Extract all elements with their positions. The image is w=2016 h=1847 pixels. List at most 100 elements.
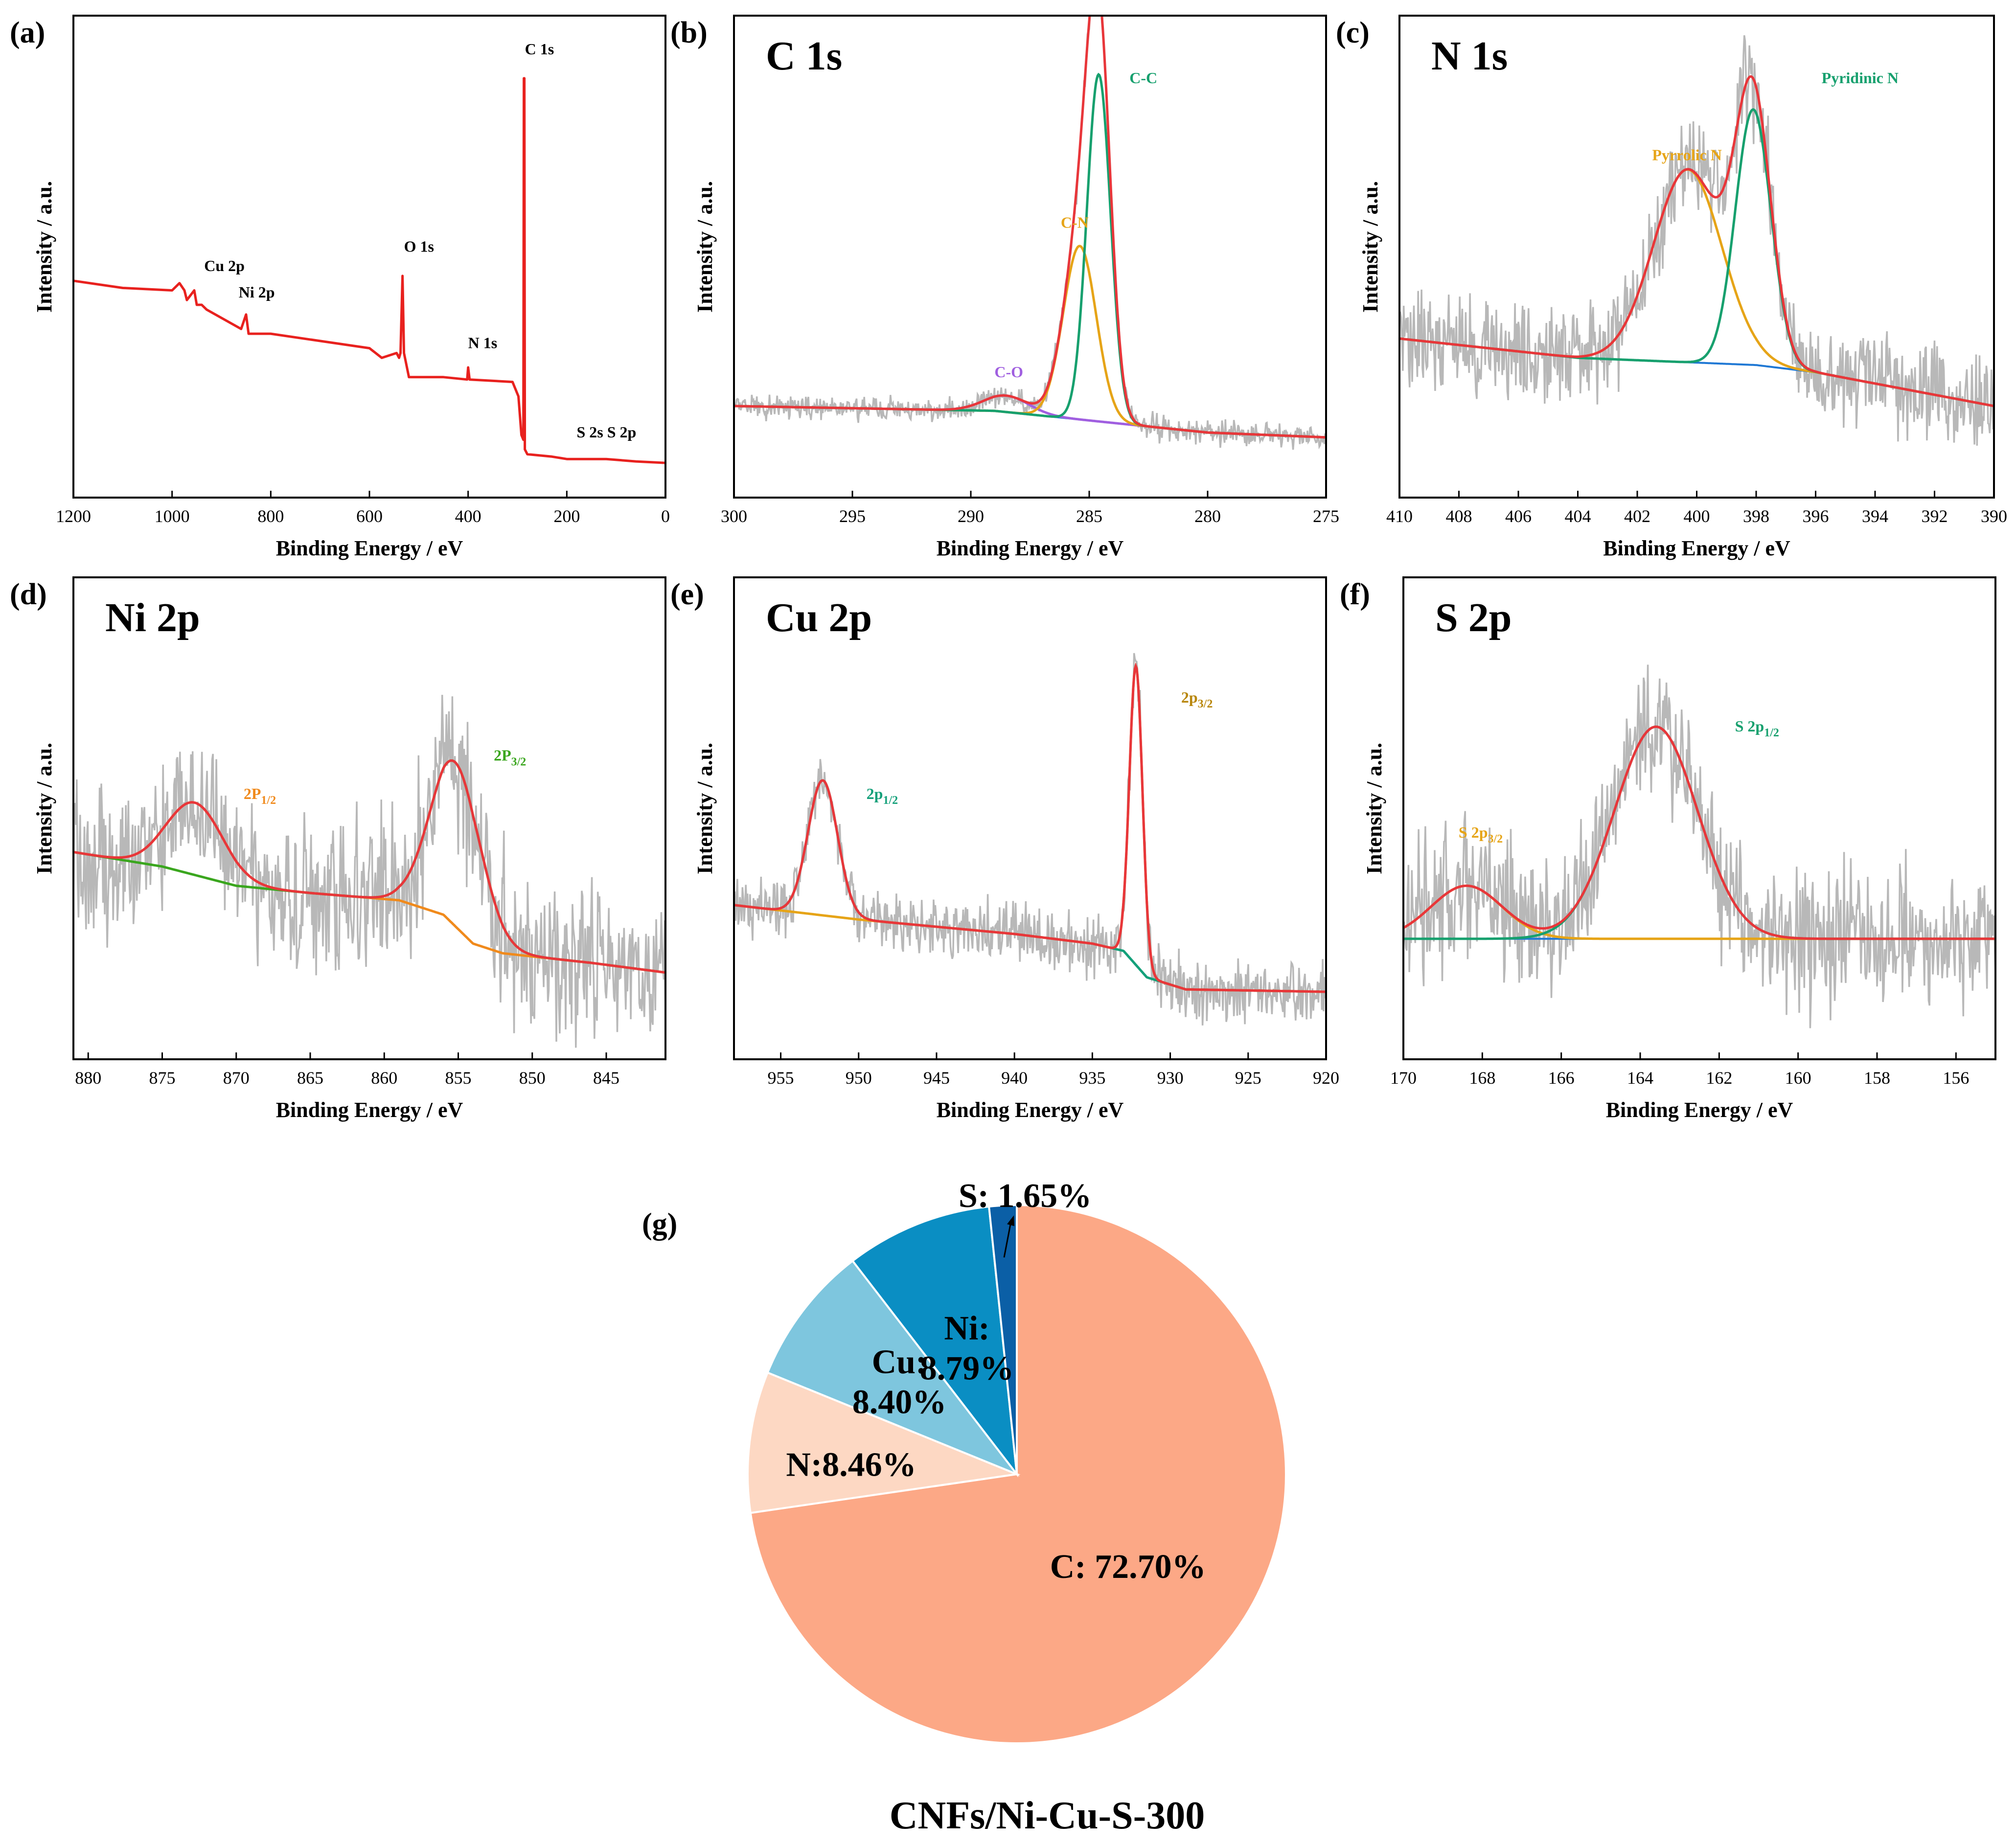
plot-frame-f <box>1402 576 1996 1060</box>
x-tick-label: 398 <box>1743 506 1769 526</box>
pie-leader-line <box>1003 1219 1012 1258</box>
x-tick-label: 200 <box>553 506 580 526</box>
peak-label-subscript: 1/2 <box>261 794 276 807</box>
x-axis-title: Binding Energy / eV <box>276 536 463 560</box>
pie-slice-ni <box>851 1205 1018 1478</box>
pie-label-text: Ni: <box>944 1310 989 1347</box>
peak-label-subscript: 3/2 <box>511 755 527 768</box>
y-axis-title: Intensity / a.u. <box>1358 181 1382 313</box>
x-tick-label: 920 <box>1313 1068 1339 1088</box>
panel-letter: (c) <box>1336 16 1370 49</box>
panel-b: 300 295 290 285 280 275 Binding Energy / eV Int… <box>670 15 1339 560</box>
x-tick-label: 955 <box>768 1068 794 1088</box>
x-axis-title: Binding Energy / eV <box>1603 536 1790 560</box>
x-tick-label: 940 <box>1001 1068 1028 1088</box>
peak-label-text: 2p <box>867 785 883 802</box>
x-tick-label: 935 <box>1079 1068 1105 1088</box>
plot-area-d <box>73 695 665 1048</box>
pie-label-n: N:8.46% <box>786 1446 916 1484</box>
peak-label-text: Pyridinic N <box>1822 69 1899 87</box>
x-tick-label: 875 <box>149 1068 176 1088</box>
component-c-0 <box>1399 168 1994 408</box>
raw-spectrum-e <box>734 653 1326 1026</box>
x-tick-label: 166 <box>1548 1068 1575 1088</box>
peak-label-text: C-O <box>994 363 1023 381</box>
envelope-b <box>734 16 1326 439</box>
x-axis-title: Binding Energy / eV <box>937 536 1124 560</box>
panel-letter: (g) <box>642 1208 677 1241</box>
x-tick-label: 390 <box>1981 506 2007 526</box>
x-tick-label: 404 <box>1565 506 1591 526</box>
pie-chart: C: 72.70%N:8.46%Cu: 8.40%Ni: 8.79%S: 1.65%… <box>642 1177 1287 1837</box>
y-axis-title: Intensity / a.u. <box>693 181 717 313</box>
x-tick-label: 800 <box>257 506 284 526</box>
plot-area-e <box>734 653 1326 1026</box>
x-tick-label: 170 <box>1390 1068 1417 1088</box>
peak-label-a-1: O 1s <box>404 238 434 255</box>
peak-label-text: S 2p <box>1735 717 1764 735</box>
x-tick-label: 408 <box>1446 506 1472 526</box>
x-tick-label: 406 <box>1505 506 1532 526</box>
x-tick-label: 925 <box>1235 1068 1261 1088</box>
panel-d: 880 875 870 865 860 855 850 845 Binding Energy /… <box>10 576 666 1122</box>
peak-label-text: Pyrrolic N <box>1652 146 1721 164</box>
envelope-e <box>734 662 1326 993</box>
peak-label-subscript: 3/2 <box>1488 833 1503 845</box>
peak-label-text: C-C <box>1129 69 1157 87</box>
peak-label-e-1: 2p3/2 <box>1181 688 1213 710</box>
panel-a: 1200 1000 800 600 400 200 0 Binding Energy / eV… <box>10 15 670 560</box>
plot-area-c <box>1399 35 1994 446</box>
plot-area-a <box>73 77 665 464</box>
panel-letter: (f) <box>1340 578 1370 611</box>
panel-title: N 1s <box>1431 33 1508 79</box>
x-tick-label: 280 <box>1194 506 1221 526</box>
plot-frame-e <box>733 576 1327 1060</box>
x-tick-label: 396 <box>1803 506 1829 526</box>
peak-label-f-1: S 2p1/2 <box>1735 717 1779 739</box>
x-tick-label: 865 <box>297 1068 323 1088</box>
y-axis-title: Intensity / a.u. <box>693 743 717 874</box>
panel-letter: (a) <box>10 16 45 49</box>
x-tick-label: 1000 <box>155 506 190 526</box>
peak-label-text: Cu 2p <box>204 257 245 274</box>
peak-label-a-5: S 2s S 2p <box>577 423 637 441</box>
x-tick-label: 400 <box>1684 506 1710 526</box>
x-axis-title: Binding Energy / eV <box>276 1098 463 1122</box>
x-tick-label: 290 <box>958 506 984 526</box>
x-tick-label: 410 <box>1386 506 1413 526</box>
peak-label-text: Ni 2p <box>239 283 275 301</box>
peak-label-b-0: C-C <box>1129 69 1157 87</box>
peak-label-subscript: 3/2 <box>1198 698 1213 710</box>
x-tick-label: 845 <box>593 1068 619 1088</box>
x-tick-label: 945 <box>923 1068 950 1088</box>
pie-leader-arrowhead <box>1007 1215 1014 1226</box>
peak-label-subscript: 1/2 <box>883 794 898 807</box>
panel-letter: (d) <box>10 578 47 611</box>
y-axis-title: Intensity / a.u. <box>32 743 56 874</box>
y-axis-title: Intensity / a.u. <box>32 181 56 313</box>
series-line-a-0 <box>73 77 665 464</box>
x-axis-title: Binding Energy / eV <box>1606 1098 1793 1122</box>
envelope-c <box>1399 75 1994 408</box>
plot-frame-b <box>733 15 1327 499</box>
peak-label-text: C 1s <box>525 40 554 58</box>
pie-label-s: S: 1.65% <box>959 1177 1092 1215</box>
x-tick-label: 850 <box>519 1068 546 1088</box>
x-tick-label: 930 <box>1157 1068 1184 1088</box>
panel-letter: (e) <box>670 578 704 611</box>
x-tick-label: 400 <box>455 506 481 526</box>
peak-label-text: O 1s <box>404 238 434 255</box>
plot-area-b <box>734 16 1326 450</box>
pie-slice-n <box>746 1371 1021 1514</box>
peak-label-d-0: 2P1/2 <box>244 785 276 807</box>
envelope-f <box>1403 725 1995 940</box>
x-tick-label: 1200 <box>56 506 91 526</box>
x-tick-label: 392 <box>1922 506 1948 526</box>
panel-title: C 1s <box>766 33 842 79</box>
peak-label-text: S 2p <box>1459 823 1488 841</box>
peak-label-f-0: S 2p3/2 <box>1459 823 1503 845</box>
x-tick-label: 870 <box>223 1068 250 1088</box>
pie-label-text: N:8.46% <box>786 1446 916 1484</box>
pie-label-c: C: 72.70% <box>1050 1548 1206 1586</box>
